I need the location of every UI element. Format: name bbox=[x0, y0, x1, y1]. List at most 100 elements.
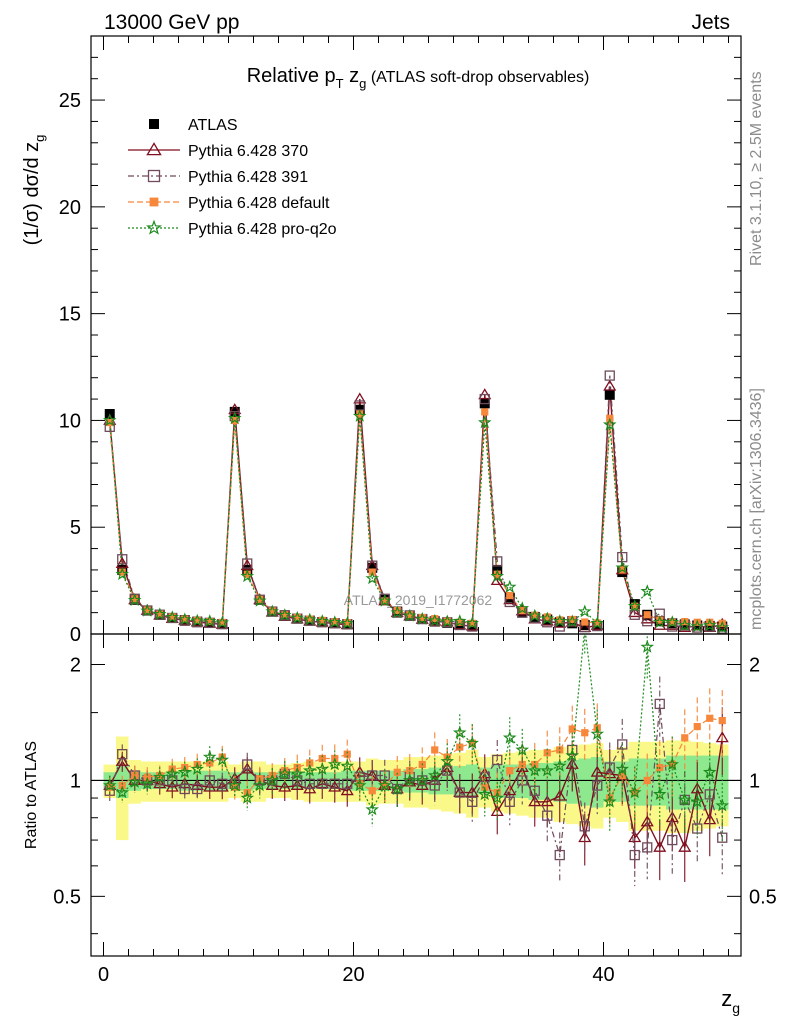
ratio-point bbox=[152, 769, 167, 783]
ratio-point bbox=[227, 778, 242, 792]
mc-point bbox=[665, 615, 680, 629]
mc-point bbox=[215, 615, 230, 629]
mc-point bbox=[353, 392, 367, 404]
rivet-info: Rivet 3.1.10, ≥ 2.5M events bbox=[748, 71, 765, 266]
ratio-point bbox=[643, 776, 651, 785]
x-tick-label: 40 bbox=[592, 964, 614, 986]
mc-point bbox=[256, 595, 264, 604]
mc-point bbox=[603, 379, 617, 391]
mc-point bbox=[543, 613, 551, 621]
ratio-point bbox=[315, 761, 330, 775]
mc-point bbox=[443, 617, 451, 625]
y-tick-label: 25 bbox=[59, 90, 81, 112]
mc-point bbox=[165, 610, 180, 624]
mc-point bbox=[318, 616, 326, 624]
ratio-point bbox=[468, 739, 476, 747]
y-tick-label: 5 bbox=[70, 517, 81, 539]
mc-point bbox=[117, 554, 128, 565]
mc-point bbox=[668, 618, 676, 626]
mc-point bbox=[243, 570, 251, 578]
mc-point bbox=[306, 615, 314, 623]
mc-point bbox=[156, 610, 164, 618]
ratio-point bbox=[540, 795, 554, 807]
ratio-point bbox=[242, 759, 253, 770]
ratio-point bbox=[406, 767, 414, 775]
mc-point bbox=[343, 619, 351, 627]
ratio-point bbox=[190, 761, 205, 775]
mc-point bbox=[690, 619, 705, 633]
legend-marker bbox=[147, 169, 161, 183]
ratio-point bbox=[240, 790, 255, 804]
mc-point bbox=[540, 611, 555, 625]
ratio-point bbox=[340, 784, 354, 796]
ratio-point bbox=[653, 840, 667, 852]
mc-point bbox=[590, 616, 605, 630]
ratio-point bbox=[565, 748, 580, 762]
legend-label: ATLAS bbox=[188, 117, 238, 134]
mc-point bbox=[181, 615, 189, 623]
ratio-point bbox=[290, 766, 305, 780]
ratio-point bbox=[390, 781, 405, 795]
watermark: ATLAS_2019_I1772062 bbox=[344, 592, 493, 608]
mc-point bbox=[452, 614, 467, 628]
mc-point bbox=[402, 608, 417, 622]
band-inner bbox=[678, 755, 691, 810]
ratio-point bbox=[179, 783, 190, 795]
ratio-point bbox=[490, 790, 505, 804]
ratio-point bbox=[453, 785, 467, 797]
mc-point bbox=[706, 618, 714, 626]
ratio-point bbox=[502, 730, 517, 744]
ratio-plot-panel: 0.5 0.51 12 20 20 40 Ratio to ATLAS zg bbox=[23, 633, 777, 1016]
ratio-point bbox=[140, 776, 155, 790]
ratio-point bbox=[204, 775, 215, 786]
ratio-point bbox=[702, 765, 717, 779]
ratio-point bbox=[640, 639, 655, 653]
ratio-point bbox=[628, 831, 642, 843]
mc-point bbox=[468, 619, 476, 627]
header-right: Jets bbox=[691, 11, 730, 34]
mc-point bbox=[202, 614, 217, 628]
ratio-point bbox=[477, 787, 492, 801]
ratio-point bbox=[340, 758, 355, 772]
ratio-point bbox=[528, 795, 542, 807]
ratio-series-3 bbox=[102, 634, 730, 843]
mc-point bbox=[440, 614, 455, 628]
mc-point bbox=[531, 611, 539, 619]
ratio-point bbox=[602, 794, 617, 808]
ratio-point bbox=[629, 849, 640, 861]
mc-point bbox=[252, 593, 267, 607]
ratio-y-tick-label: 2 bbox=[70, 654, 81, 676]
ratio-point bbox=[706, 714, 714, 722]
mc-point bbox=[131, 595, 139, 603]
ratio-point bbox=[554, 849, 565, 861]
ratio-point bbox=[556, 746, 564, 754]
mc-point bbox=[206, 618, 214, 626]
mc-point bbox=[593, 619, 601, 627]
ratio-point bbox=[652, 787, 667, 801]
mc-point bbox=[140, 603, 155, 617]
ratio-point bbox=[115, 785, 130, 799]
mc-point bbox=[527, 608, 542, 622]
ratio-point bbox=[118, 781, 126, 790]
ratio-point bbox=[402, 773, 417, 787]
mc-point bbox=[465, 616, 480, 630]
ratio-point bbox=[677, 792, 692, 806]
ratio-point bbox=[343, 750, 351, 758]
legend-marker bbox=[146, 219, 162, 235]
x-tick-label: 20 bbox=[342, 964, 364, 986]
ratio-point bbox=[317, 778, 328, 789]
ratio-point bbox=[540, 763, 555, 777]
mc-point bbox=[502, 579, 517, 593]
ratio-point bbox=[278, 780, 292, 792]
ratio-point bbox=[368, 787, 376, 795]
ratio-point bbox=[127, 774, 142, 788]
mc-point bbox=[556, 616, 564, 624]
mc-point bbox=[277, 608, 292, 622]
mc-point bbox=[629, 609, 640, 620]
ratio-point bbox=[654, 698, 665, 710]
mc-point bbox=[627, 599, 642, 613]
mc-point bbox=[581, 618, 589, 626]
mc-point bbox=[652, 615, 667, 629]
plot-title: Relative pT zg (ATLAS soft-drop observab… bbox=[247, 65, 590, 91]
